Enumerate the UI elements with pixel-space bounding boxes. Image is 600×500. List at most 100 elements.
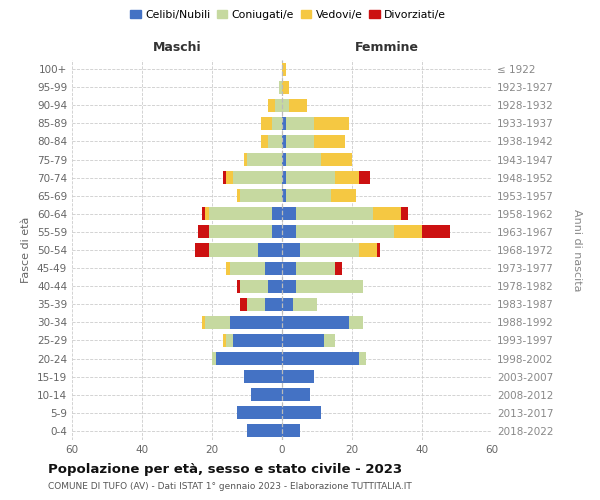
Bar	[359, 171, 370, 184]
Bar	[271, 226, 282, 238]
Bar	[244, 370, 282, 383]
Bar	[233, 171, 282, 184]
Bar	[233, 334, 282, 347]
Bar	[240, 298, 247, 311]
Bar	[278, 80, 282, 94]
Bar	[293, 298, 317, 311]
Bar	[251, 388, 282, 402]
Bar	[394, 226, 422, 238]
Bar	[198, 226, 209, 238]
Bar	[282, 424, 299, 438]
Bar	[282, 244, 299, 256]
Bar	[299, 244, 359, 256]
Bar	[286, 117, 314, 130]
Bar	[268, 98, 275, 112]
Bar	[282, 98, 289, 112]
Bar	[282, 226, 296, 238]
Bar	[215, 352, 282, 365]
Y-axis label: Fasce di età: Fasce di età	[22, 217, 31, 283]
Bar	[236, 406, 282, 420]
Text: COMUNE DI TUFO (AV) - Dati ISTAT 1° gennaio 2023 - Elaborazione TUTTITALIA.IT: COMUNE DI TUFO (AV) - Dati ISTAT 1° genn…	[48, 482, 412, 491]
Bar	[236, 189, 240, 202]
Bar	[359, 352, 366, 365]
Bar	[226, 334, 233, 347]
Bar	[282, 280, 296, 292]
Bar	[205, 208, 209, 220]
Bar	[282, 208, 296, 220]
Bar	[335, 262, 341, 274]
Bar	[289, 98, 307, 112]
Bar	[226, 262, 229, 274]
Bar	[257, 244, 282, 256]
Bar	[212, 352, 215, 365]
Bar	[359, 244, 377, 256]
Bar	[223, 171, 226, 184]
Bar	[247, 424, 282, 438]
Bar	[282, 80, 289, 94]
Bar	[286, 171, 335, 184]
Bar	[229, 262, 265, 274]
Bar	[226, 171, 233, 184]
Bar	[261, 117, 271, 130]
Bar	[282, 334, 324, 347]
Bar	[282, 388, 310, 402]
Bar	[296, 226, 394, 238]
Bar	[275, 98, 282, 112]
Bar	[282, 189, 286, 202]
Bar	[282, 262, 296, 274]
Bar	[244, 153, 247, 166]
Bar	[202, 316, 205, 329]
Bar	[320, 153, 352, 166]
Bar	[286, 153, 320, 166]
Legend: Celibi/Nubili, Coniugati/e, Vedovi/e, Divorziati/e: Celibi/Nubili, Coniugati/e, Vedovi/e, Di…	[125, 6, 451, 24]
Bar	[282, 117, 286, 130]
Text: Popolazione per età, sesso e stato civile - 2023: Popolazione per età, sesso e stato civil…	[48, 462, 402, 475]
Bar	[229, 316, 282, 329]
Bar	[247, 298, 265, 311]
Bar	[265, 298, 282, 311]
Bar	[223, 334, 226, 347]
Bar	[265, 262, 282, 274]
Bar	[282, 298, 293, 311]
Bar	[240, 189, 282, 202]
Bar	[401, 208, 408, 220]
Bar	[349, 316, 362, 329]
Bar	[202, 208, 205, 220]
Bar	[314, 135, 345, 148]
Bar	[209, 244, 257, 256]
Bar	[271, 117, 282, 130]
Bar	[282, 135, 286, 148]
Bar	[282, 352, 359, 365]
Bar	[296, 280, 362, 292]
Y-axis label: Anni di nascita: Anni di nascita	[572, 209, 581, 291]
Bar	[314, 117, 349, 130]
Bar	[286, 189, 331, 202]
Bar	[282, 370, 314, 383]
Bar	[271, 208, 282, 220]
Bar	[205, 316, 229, 329]
Bar	[209, 226, 271, 238]
Bar	[194, 244, 209, 256]
Bar	[268, 280, 282, 292]
Bar	[373, 208, 401, 220]
Bar	[296, 208, 373, 220]
Bar	[422, 226, 450, 238]
Bar	[268, 135, 282, 148]
Bar	[282, 406, 320, 420]
Bar	[282, 171, 286, 184]
Bar	[286, 135, 314, 148]
Bar	[324, 334, 335, 347]
Bar	[261, 135, 268, 148]
Bar	[296, 262, 335, 274]
Bar	[335, 171, 359, 184]
Bar	[209, 208, 271, 220]
Bar	[247, 153, 282, 166]
Bar	[236, 280, 240, 292]
Bar	[282, 153, 286, 166]
Bar	[282, 316, 349, 329]
Bar	[331, 189, 355, 202]
Bar	[282, 62, 286, 76]
Bar	[240, 280, 268, 292]
Text: Femmine: Femmine	[355, 40, 419, 54]
Text: Maschi: Maschi	[152, 40, 202, 54]
